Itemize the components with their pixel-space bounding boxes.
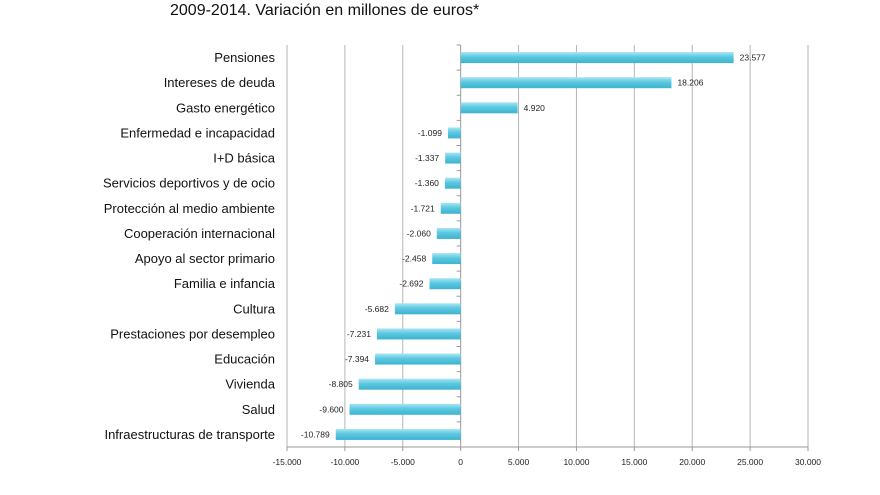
- data-label: 4.920: [524, 103, 546, 113]
- bar: [429, 278, 461, 290]
- category-label: Educación: [214, 352, 275, 367]
- data-label: -7.394: [345, 354, 369, 364]
- data-label: -1.337: [415, 153, 439, 163]
- category-label: Vivienda: [225, 377, 275, 392]
- bar: [440, 202, 461, 214]
- data-label: 23.577: [740, 53, 766, 63]
- bar: [444, 177, 461, 189]
- category-label: Servicios deportivos y de ocio: [103, 176, 275, 191]
- data-label: 18.206: [677, 78, 703, 88]
- data-label: -2.060: [407, 228, 431, 238]
- bar: [460, 77, 672, 89]
- category-label: Infraestructuras de transporte: [104, 427, 275, 442]
- bar: [432, 253, 461, 265]
- bar: [436, 227, 461, 239]
- bar: [394, 303, 461, 315]
- data-label: -7.231: [347, 329, 371, 339]
- category-label: Enfermedad e incapacidad: [120, 125, 275, 140]
- data-label: -1.721: [411, 203, 435, 213]
- category-label: Cultura: [233, 301, 276, 316]
- category-label: Pensiones: [214, 50, 275, 65]
- data-label: -10.789: [301, 429, 330, 439]
- data-label: -9.600: [319, 404, 343, 414]
- bar: [358, 378, 461, 390]
- category-label: Salud: [242, 402, 275, 417]
- x-tick-label: 30.000: [795, 457, 821, 467]
- x-tick-label: 10.000: [563, 457, 589, 467]
- category-label: Protección al medio ambiente: [104, 201, 275, 216]
- x-tick-label: 15.000: [621, 457, 647, 467]
- x-tick-label: 20.000: [679, 457, 705, 467]
- bar: [335, 428, 461, 440]
- x-tick-label: 0: [458, 457, 463, 467]
- data-label: -2.692: [399, 279, 423, 289]
- x-tick-label: -15.000: [273, 457, 302, 467]
- bar: [447, 127, 461, 139]
- x-tick-label: -10.000: [330, 457, 359, 467]
- category-label: Familia e infancia: [174, 276, 276, 291]
- data-label: -8.805: [329, 379, 353, 389]
- data-label: -1.360: [415, 178, 439, 188]
- category-label: Prestaciones por desempleo: [110, 326, 275, 341]
- data-label: -5.682: [365, 304, 389, 314]
- bar: [445, 152, 461, 164]
- chart-title: 2009-2014. Variación en millones de euro…: [170, 2, 480, 19]
- bar: [460, 102, 518, 114]
- x-tick-label: 5.000: [508, 457, 530, 467]
- category-label: Cooperación internacional: [124, 226, 275, 241]
- bar: [349, 403, 461, 415]
- bar: [460, 52, 734, 64]
- bar: [375, 353, 461, 365]
- category-label: I+D básica: [213, 151, 276, 166]
- data-label: -2.458: [402, 254, 426, 264]
- bar: [376, 328, 461, 340]
- x-tick-label: 25.000: [737, 457, 763, 467]
- x-tick-label: -5.000: [391, 457, 415, 467]
- category-label: Apoyo al sector primario: [135, 251, 275, 266]
- category-label: Intereses de deuda: [164, 75, 276, 90]
- data-label: -1.099: [418, 128, 442, 138]
- category-label: Gasto energético: [176, 100, 275, 115]
